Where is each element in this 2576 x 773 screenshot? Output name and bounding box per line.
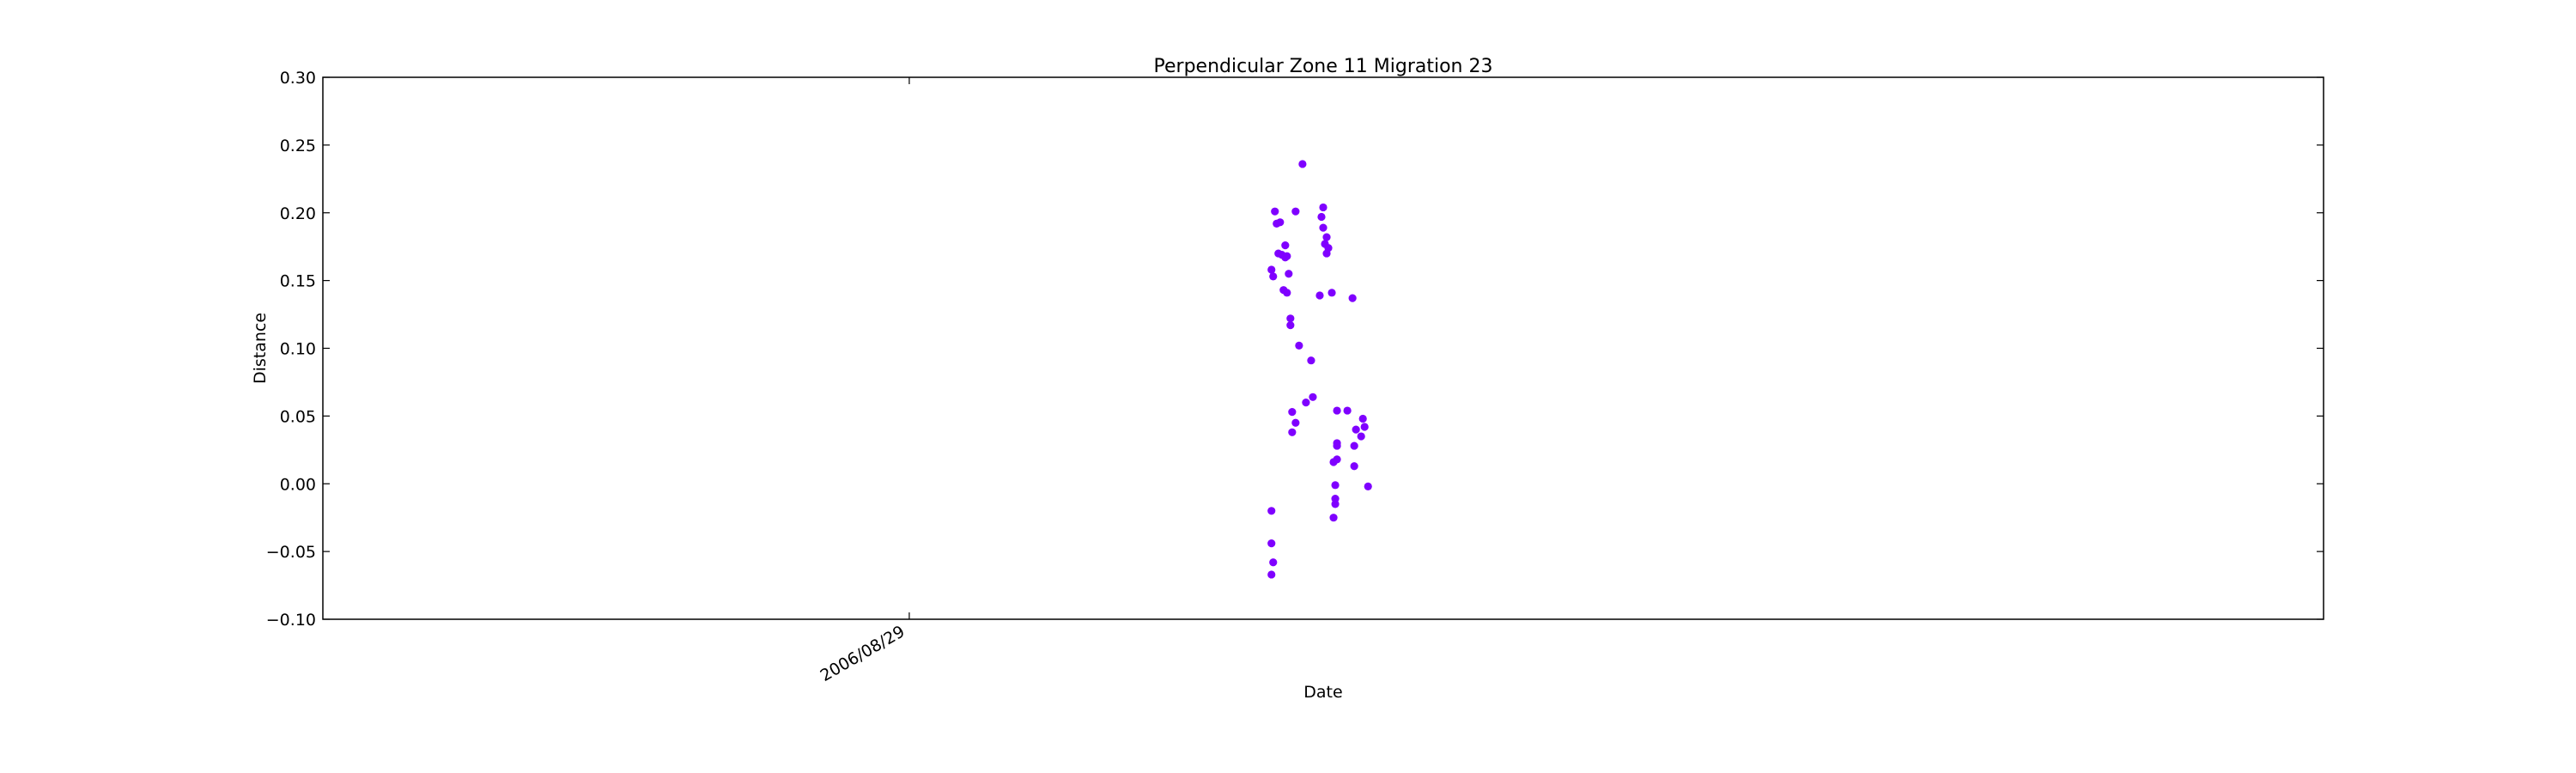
data-point	[1358, 414, 1367, 423]
data-point	[1283, 252, 1291, 260]
data-point	[1331, 481, 1340, 490]
y-tick-label: 0.25	[280, 137, 316, 155]
data-point	[1352, 425, 1360, 434]
y-tick-label: 0.05	[280, 407, 316, 426]
data-point	[1291, 207, 1300, 216]
data-point	[1276, 218, 1285, 227]
data-point	[1267, 570, 1276, 579]
data-point	[1315, 291, 1324, 300]
data-point	[1283, 289, 1291, 297]
data-point	[1348, 294, 1357, 302]
data-point	[1271, 207, 1279, 216]
data-point	[1357, 432, 1365, 441]
data-point	[1281, 241, 1290, 250]
y-tick-label: −0.10	[266, 611, 316, 630]
data-point	[1333, 441, 1341, 450]
data-point	[1302, 399, 1310, 407]
data-point	[1269, 272, 1278, 281]
y-tick-label: −0.05	[266, 543, 316, 562]
data-point	[1319, 223, 1327, 232]
data-point	[1329, 514, 1338, 522]
data-point	[1288, 428, 1297, 436]
data-point	[1285, 270, 1293, 278]
data-point	[1267, 507, 1276, 515]
data-points	[1267, 160, 1372, 579]
data-point	[1322, 233, 1331, 241]
data-point	[1350, 462, 1358, 471]
data-point	[1267, 265, 1276, 274]
data-point	[1331, 495, 1340, 503]
y-tick-label: 0.15	[280, 272, 316, 291]
x-axis-label: Date	[1303, 683, 1342, 702]
data-point	[1327, 289, 1336, 297]
data-point	[1324, 244, 1333, 253]
plot-frame	[322, 76, 2324, 620]
y-axis-label: Distance	[251, 313, 270, 384]
data-point	[1295, 341, 1303, 350]
y-tick-label: 0.00	[280, 475, 316, 494]
data-point	[1307, 356, 1315, 365]
data-point	[1333, 455, 1341, 464]
data-point	[1309, 393, 1317, 401]
y-tick-label: 0.20	[280, 204, 316, 223]
y-tick-label: 0.10	[280, 340, 316, 359]
data-point	[1286, 321, 1295, 330]
data-point	[1317, 212, 1326, 222]
data-point	[1360, 423, 1369, 431]
data-point	[1333, 406, 1341, 415]
data-point	[1269, 558, 1278, 567]
data-point	[1291, 418, 1300, 427]
data-point	[1350, 441, 1358, 450]
y-tick-label: 0.30	[280, 69, 316, 88]
data-point	[1331, 500, 1340, 508]
data-point	[1364, 482, 1372, 491]
data-point	[1319, 203, 1327, 212]
data-point	[1343, 406, 1352, 415]
chart-title: Perpendicular Zone 11 Migration 23	[1154, 56, 1493, 77]
data-point	[1286, 314, 1295, 323]
data-point	[1288, 408, 1297, 417]
data-point	[1267, 539, 1276, 548]
data-point	[1298, 160, 1307, 168]
